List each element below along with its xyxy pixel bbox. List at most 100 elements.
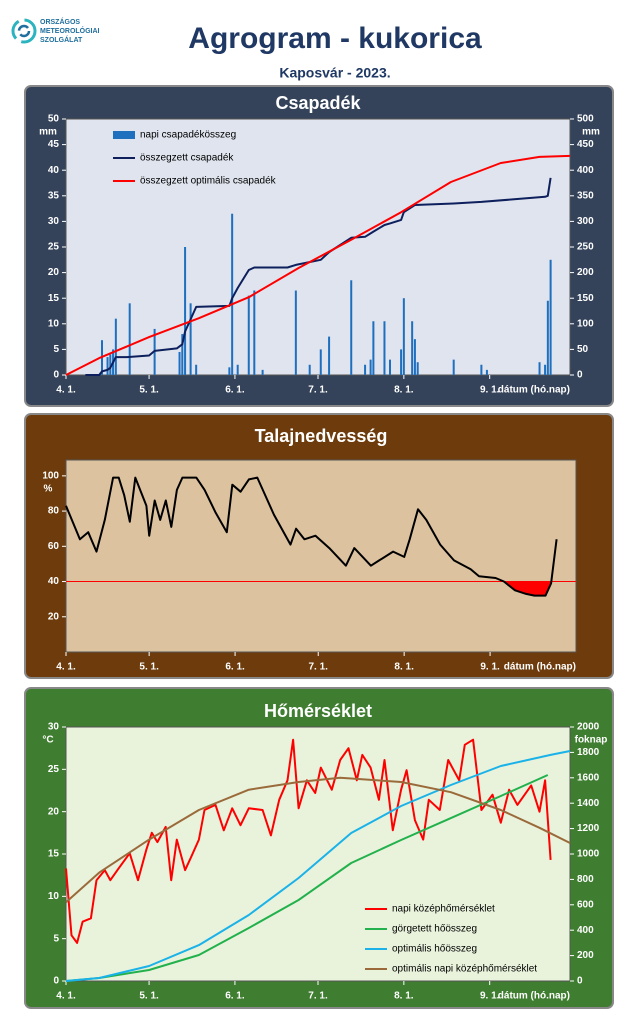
y2-axis-label: mm xyxy=(582,127,600,138)
bar xyxy=(372,321,375,375)
bar xyxy=(308,364,311,375)
y2-tick-label: 2000 xyxy=(577,722,600,733)
x-tick-label: 6. 1. xyxy=(225,385,245,396)
x-tick-label: 5. 1. xyxy=(139,385,159,396)
bar xyxy=(369,359,372,375)
x-tick-label: 8. 1. xyxy=(394,385,414,396)
y-axis-label: °C xyxy=(42,735,53,746)
legend-label: görgetett hőösszeg xyxy=(392,924,477,935)
bar xyxy=(485,369,488,375)
y2-tick-label: 1600 xyxy=(577,772,600,783)
y-tick-label: 10 xyxy=(48,891,60,902)
y2-tick-label: 0 xyxy=(577,370,583,381)
y2-tick-label: 150 xyxy=(577,293,594,304)
y-tick-label: 40 xyxy=(48,576,60,587)
line xyxy=(65,476,558,597)
page-subtitle: Kaposvár - 2023. xyxy=(279,65,390,81)
y-axis-label: mm xyxy=(39,127,57,138)
legend-label: optimális hőösszeg xyxy=(392,944,477,955)
legend-label: napi középhőmérséklet xyxy=(392,904,495,915)
chart-panel: Talajnedvesség 4. 1. 5. 1. 6. 1. 7. 1. 8. 1. 9… xyxy=(24,413,614,679)
y2-tick-label: 350 xyxy=(577,190,594,201)
x-tick-label: 4. 1. xyxy=(56,385,76,396)
x-tick-label: 8. 1. xyxy=(394,991,414,1002)
bar xyxy=(350,280,353,375)
y-tick-label: 5 xyxy=(53,344,59,355)
x-tick-label: 7. 1. xyxy=(308,385,328,396)
bar xyxy=(319,349,322,375)
logo: ORSZÁGOS METEOROLÓGIAI SZOLGÁLAT xyxy=(11,17,100,44)
bar xyxy=(128,303,131,375)
y-tick-label: 80 xyxy=(48,506,60,517)
y2-tick-label: 400 xyxy=(577,165,594,176)
bar xyxy=(261,369,264,375)
x-tick-label: 9. 1. xyxy=(480,991,500,1002)
y2-tick-label: 1800 xyxy=(577,747,600,758)
x-tick-label: 7. 1. xyxy=(308,991,328,1002)
x-tick-label: 9. 1. xyxy=(480,662,500,673)
y2-tick-label: 450 xyxy=(577,139,594,150)
x-tick-label: 6. 1. xyxy=(225,662,245,673)
logo-text: SZOLGÁLAT xyxy=(40,35,83,44)
y2-tick-label: 200 xyxy=(577,950,594,961)
plot-area xyxy=(65,726,571,982)
bar xyxy=(538,362,541,375)
bar xyxy=(195,364,198,375)
logo-text: ORSZÁGOS xyxy=(40,17,80,26)
bar xyxy=(228,367,231,375)
y-tick-label: 10 xyxy=(48,318,60,329)
y2-tick-label: 800 xyxy=(577,874,594,885)
bar xyxy=(413,339,416,375)
x-tick-label: 4. 1. xyxy=(56,662,76,673)
bar xyxy=(294,290,297,375)
y-tick-label: 35 xyxy=(48,190,60,201)
logo-text: METEOROLÓGIAI xyxy=(40,26,100,35)
page-title: Agrogram - kukorica xyxy=(188,22,482,55)
bar xyxy=(383,321,386,375)
y2-tick-label: 1400 xyxy=(577,798,600,809)
y-tick-label: 30 xyxy=(48,216,60,227)
y-tick-label: 15 xyxy=(48,849,60,860)
line xyxy=(65,774,549,982)
x-axis-label: dátum (hó.nap) xyxy=(498,991,570,1002)
chart-panel: Csapadék 4. 1. 5. 1. 6. 1. 7. 1. 8. 1. 9. 1.dá… xyxy=(24,85,614,407)
bar xyxy=(389,359,391,375)
y-tick-label: 0 xyxy=(53,976,59,987)
line xyxy=(65,738,552,944)
line xyxy=(65,776,571,904)
y2-tick-label: 100 xyxy=(577,318,594,329)
bar xyxy=(253,290,256,375)
y-tick-label: 25 xyxy=(48,242,60,253)
bar xyxy=(328,336,331,375)
bar xyxy=(106,357,109,375)
y-tick-label: 5 xyxy=(53,933,59,944)
legend-label: összegzett csapadék xyxy=(140,153,234,164)
y2-tick-label: 250 xyxy=(577,242,594,253)
deficit-area xyxy=(503,581,552,596)
chart-title: Csapadék xyxy=(275,93,361,113)
x-axis-label: dátum (hó.nap) xyxy=(498,385,570,396)
bar xyxy=(452,359,455,375)
bar xyxy=(114,318,117,375)
plot-area xyxy=(65,459,577,653)
y-tick-label: 20 xyxy=(48,806,60,817)
logo-icon xyxy=(17,24,31,38)
y-tick-label: 100 xyxy=(42,470,59,481)
y2-tick-label: 50 xyxy=(577,344,589,355)
chart-title: Talajnedvesség xyxy=(255,426,388,446)
bar xyxy=(236,364,239,375)
legend-label: optimális napi középhőmérséklet xyxy=(392,964,537,975)
y2-axis-label: foknap xyxy=(575,735,608,746)
y-tick-label: 0 xyxy=(53,370,59,381)
bar xyxy=(181,334,184,375)
y2-tick-label: 400 xyxy=(577,925,594,936)
y-tick-label: 60 xyxy=(48,541,60,552)
y-tick-label: 15 xyxy=(48,293,60,304)
line xyxy=(85,177,552,376)
y2-tick-label: 1200 xyxy=(577,823,600,834)
x-tick-label: 4. 1. xyxy=(56,991,76,1002)
y-tick-label: 45 xyxy=(48,139,60,150)
y2-tick-label: 0 xyxy=(577,976,583,987)
y-tick-label: 20 xyxy=(48,267,60,278)
logo-icon xyxy=(11,18,37,44)
